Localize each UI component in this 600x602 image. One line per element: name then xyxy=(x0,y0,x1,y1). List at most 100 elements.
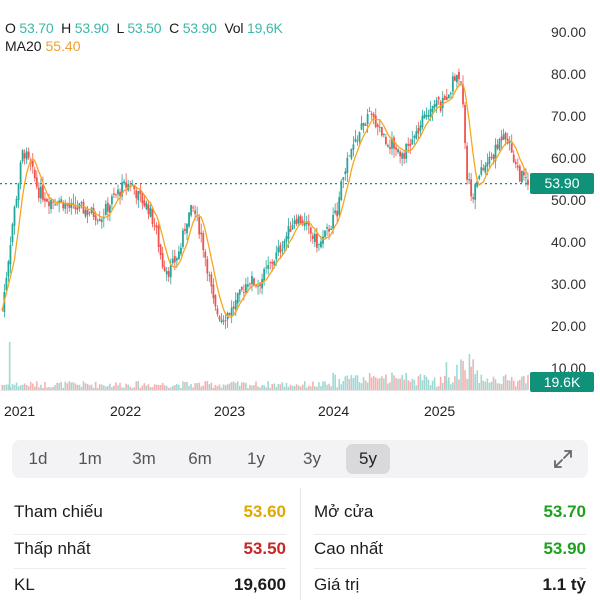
stat-value-traded: Giá trị 1.1 tỷ xyxy=(300,568,600,602)
volume-bar xyxy=(109,383,111,390)
volume-bar xyxy=(11,384,14,390)
volume-bar xyxy=(504,374,507,390)
row-divider xyxy=(14,534,286,535)
volume-bar xyxy=(460,359,462,390)
candle-body xyxy=(108,205,111,213)
volume-bar xyxy=(376,378,379,390)
volume-bar xyxy=(314,386,316,390)
candle-body xyxy=(429,108,432,118)
range-6m-button[interactable]: 6m xyxy=(188,449,212,468)
volume-bar xyxy=(8,342,11,390)
volume-bar xyxy=(364,380,367,390)
candle-body xyxy=(482,168,485,171)
volume-bar xyxy=(155,384,158,390)
volume-bar xyxy=(31,383,34,390)
volume-bar xyxy=(5,384,8,390)
high-label: H xyxy=(61,20,72,36)
candle-body xyxy=(48,201,50,207)
volume-bar xyxy=(238,386,241,390)
volume-bar xyxy=(46,387,48,390)
open-value: 53.70 xyxy=(19,20,54,36)
candle-body xyxy=(279,244,282,253)
stat-label: Tham chiếu xyxy=(14,502,103,521)
candle-body xyxy=(216,308,219,315)
volume-bar xyxy=(387,383,389,390)
x-tick: 2021 xyxy=(4,403,36,419)
candle-body xyxy=(68,203,71,208)
range-5y-button[interactable]: 5y xyxy=(346,444,390,474)
volume-bar xyxy=(462,360,464,390)
candle-body xyxy=(139,189,142,194)
volume-bar xyxy=(482,380,485,390)
candle-body xyxy=(488,156,491,164)
volume-bar xyxy=(480,374,483,390)
volume-bar xyxy=(133,387,136,390)
stat-open: Mở cửa 53.70 xyxy=(300,495,600,529)
volume-bar xyxy=(350,375,353,390)
range-3m-button[interactable]: 3m xyxy=(132,449,156,468)
candle-body xyxy=(395,147,397,150)
volume-bar xyxy=(322,381,324,390)
candle-body xyxy=(431,105,434,112)
volume-bar xyxy=(411,378,414,390)
candle-body xyxy=(11,224,14,243)
volume-bar xyxy=(431,380,434,390)
volume-bar xyxy=(204,381,207,390)
volume-bar xyxy=(429,385,432,390)
candle-body xyxy=(441,98,444,108)
candle-body xyxy=(96,220,99,222)
candle-body xyxy=(66,203,69,206)
candle-body xyxy=(131,184,134,186)
candle-body xyxy=(494,144,497,162)
volume-bar xyxy=(123,387,125,390)
y-tick: 50.00 xyxy=(550,192,586,208)
volume-bar xyxy=(188,385,190,390)
volume-bar xyxy=(149,386,152,390)
range-1d-button[interactable]: 1d xyxy=(28,449,48,468)
candle-body xyxy=(208,274,211,276)
volume-bar xyxy=(275,387,278,390)
candle-body xyxy=(332,214,335,229)
volume-bar xyxy=(105,386,107,390)
candle-body xyxy=(490,157,493,158)
candle-body xyxy=(443,96,446,100)
candle-body xyxy=(456,74,458,83)
volume-bar xyxy=(310,386,312,390)
stat-reference: Tham chiếu 53.60 xyxy=(0,495,300,529)
candle-body xyxy=(358,132,361,142)
volume-bar xyxy=(287,386,290,390)
chart-canvas[interactable] xyxy=(0,0,600,430)
expand-icon[interactable] xyxy=(552,448,574,470)
candle-body xyxy=(175,258,178,261)
candle-body xyxy=(54,204,56,206)
candle-body xyxy=(84,210,87,217)
candle-body xyxy=(468,179,471,181)
stats-divider xyxy=(300,488,301,600)
candle-body xyxy=(7,261,10,277)
range-3y-button[interactable]: 3y xyxy=(303,449,321,468)
candle-body xyxy=(100,219,103,223)
volume-bar xyxy=(348,378,351,390)
candle-body xyxy=(480,167,483,175)
volume-bar xyxy=(72,382,75,390)
price-chart[interactable]: O 53.70 H 53.90 L 53.50 C 53.90 Vol 19,6… xyxy=(0,0,600,430)
candle-body xyxy=(74,205,77,210)
candle-body xyxy=(133,184,136,190)
candle-body xyxy=(512,154,515,162)
candle-body xyxy=(190,205,192,216)
range-1m-button[interactable]: 1m xyxy=(78,449,102,468)
volume-bar xyxy=(468,354,471,390)
volume-bar xyxy=(139,387,142,390)
volume-bar xyxy=(90,384,93,390)
volume-bar xyxy=(42,387,44,390)
candle-body xyxy=(141,192,144,204)
range-1y-button[interactable]: 1y xyxy=(247,449,265,468)
volume-bar xyxy=(312,381,314,390)
candle-body xyxy=(155,225,158,228)
volume-bar xyxy=(113,385,115,390)
candle-body xyxy=(161,253,164,268)
y-tick: 40.00 xyxy=(550,234,586,250)
candle-body xyxy=(37,187,40,199)
candle-body xyxy=(334,210,337,213)
volume-bar xyxy=(324,381,326,390)
